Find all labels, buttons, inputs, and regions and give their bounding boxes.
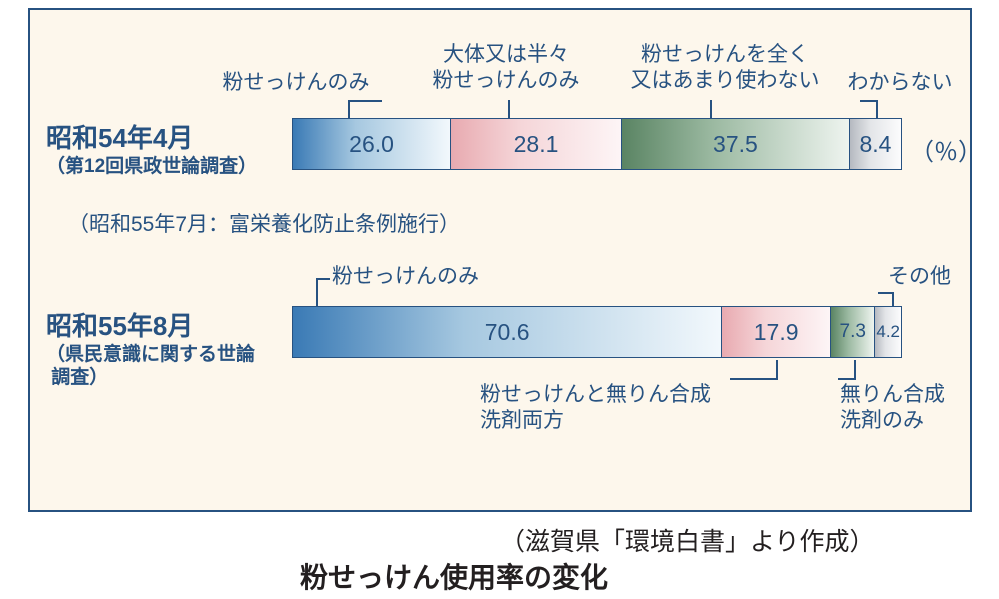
- seg-value: 7.3: [840, 321, 866, 343]
- bar1-seg1-toplabel: 粉せっけんのみ: [216, 70, 376, 96]
- bar2-label-line1: 昭和55年8月: [46, 310, 255, 343]
- leader-tick: [860, 100, 878, 102]
- leader-tick: [776, 360, 778, 378]
- bar1-label-line2: （第12回県政世論調査）: [46, 155, 257, 179]
- leader-tick: [730, 378, 778, 380]
- seg-value: 17.9: [754, 319, 799, 346]
- seg-value: 37.5: [713, 131, 758, 158]
- bar1-seg-blue: 26.0: [293, 119, 451, 169]
- bar1-seg-pink: 28.1: [451, 119, 622, 169]
- seg-value: 26.0: [349, 131, 394, 158]
- bar2-label-line2: （県民意識に関する世論 調査）: [46, 343, 255, 391]
- caption-source: （滋賀県「環境白書」より作成）: [500, 522, 875, 558]
- bar1-seg2-toplabel: 大体又は半々粉せっけんのみ: [406, 42, 606, 95]
- bar1-label-line1: 昭和54年4月: [46, 122, 257, 155]
- bar1-seg-gray: 8.4: [850, 119, 901, 169]
- bar2-seg3-callout: 無りん合成洗剤のみ: [840, 382, 970, 435]
- bar1: 26.0 28.1 37.5 8.4: [292, 118, 902, 170]
- bar2-seg-green: 7.3: [831, 307, 875, 357]
- bar2-seg1-callout: 粉せっけんのみ: [332, 264, 512, 290]
- bar1-row-label: 昭和54年4月 （第12回県政世論調査）: [46, 122, 257, 178]
- bar2-seg4-callout: その他: [888, 264, 978, 290]
- bar1-seg3-toplabel: 粉せっけんを全く又はあまり使わない: [610, 42, 840, 95]
- leader-tick: [838, 378, 856, 380]
- caption-title: 粉せっけん使用率の変化: [300, 556, 608, 596]
- bar2-seg2-callout: 粉せっけんと無りん合成洗剤両方: [480, 382, 740, 435]
- bar2-seg-pink: 17.9: [722, 307, 831, 357]
- bar2-seg-gray: 4.2: [875, 307, 901, 357]
- leader-tick: [878, 292, 894, 294]
- seg-value: 8.4: [859, 131, 891, 158]
- leader-tick: [854, 360, 856, 380]
- bar1-seg4-toplabel: わからない: [840, 70, 960, 96]
- leader-tick: [508, 100, 510, 118]
- leader-tick: [876, 100, 878, 118]
- leader-tick: [316, 278, 330, 280]
- bar1-seg-green: 37.5: [622, 119, 850, 169]
- bar2-seg-blue: 70.6: [293, 307, 722, 357]
- seg-value: 70.6: [485, 319, 530, 346]
- leader-tick: [710, 100, 712, 118]
- seg-value: 28.1: [514, 131, 559, 158]
- leader-tick: [348, 100, 382, 102]
- bar2: 70.6 17.9 7.3 4.2: [292, 306, 902, 358]
- chart-panel: 粉せっけんのみ 大体又は半々粉せっけんのみ 粉せっけんを全く又はあまり使わない …: [28, 8, 972, 512]
- interstitial-note: （昭和55年7月：富栄養化防止条例施行）: [68, 208, 460, 238]
- bar2-row-label: 昭和55年8月 （県民意識に関する世論 調査）: [46, 310, 255, 390]
- leader-tick: [316, 278, 318, 306]
- seg-value: 4.2: [876, 322, 900, 342]
- leader-tick: [892, 292, 894, 306]
- unit-label: （％）: [910, 132, 982, 167]
- leader-tick: [348, 100, 350, 118]
